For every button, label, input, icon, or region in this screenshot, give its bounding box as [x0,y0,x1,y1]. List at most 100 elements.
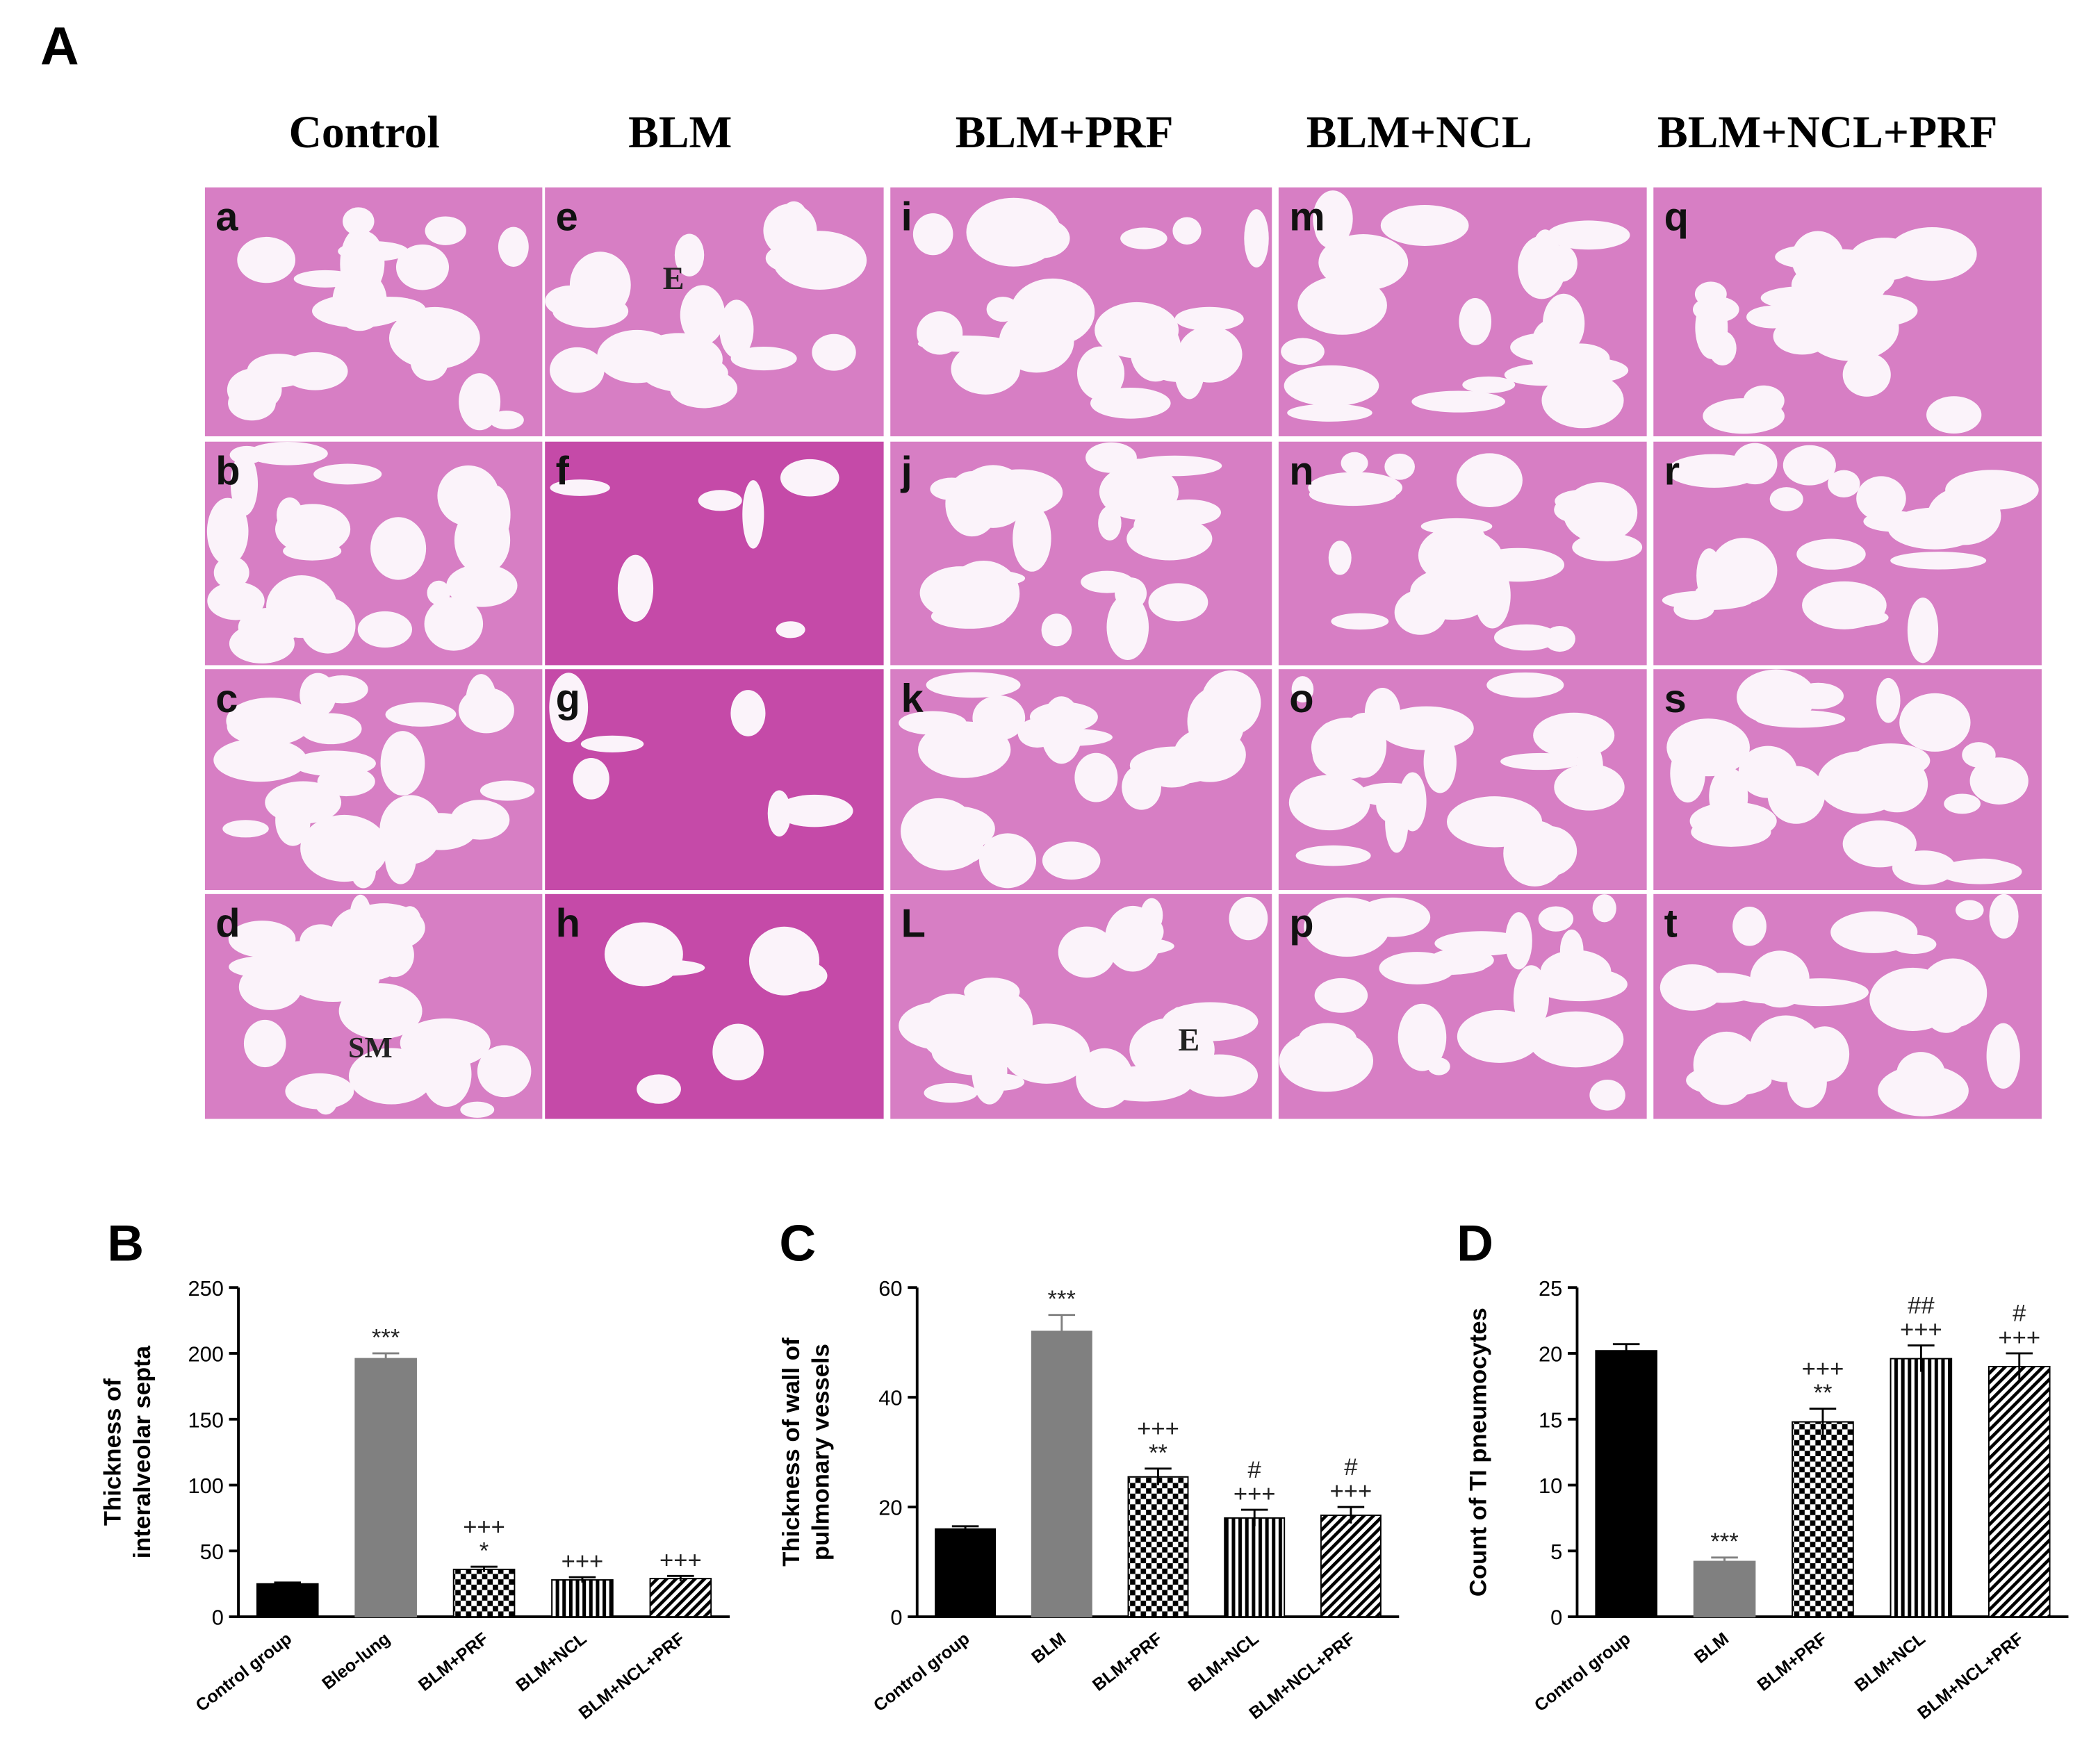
micrograph-space [243,1019,286,1068]
x-tick-label: BLM+NCL [1185,1629,1263,1695]
micrograph-space [1174,338,1205,399]
y-tick-label: 25 [1539,1276,1562,1301]
micrograph [890,187,1272,437]
micrograph-space [951,343,1021,395]
micrograph [1653,893,2042,1119]
micrograph [204,893,543,1119]
micrograph-space [1379,706,1474,750]
y-tick-label: 10 [1539,1474,1562,1498]
error-bar [1240,1508,1268,1526]
significance-mark: +++ [562,1549,604,1575]
micrograph-space [477,1045,532,1098]
bar [1320,1515,1382,1618]
micrograph [204,669,543,891]
micrograph-space [1462,376,1516,393]
micrograph-space [1547,220,1630,250]
micrograph [1653,669,2042,891]
y-tick-label: 250 [188,1276,223,1301]
micrograph [890,893,1272,1119]
micrograph-space [338,983,423,1039]
micrograph-space [1201,670,1261,735]
micrograph-space [1732,906,1767,946]
micrograph-space [1173,727,1246,782]
x-tick-label: BLM [1028,1629,1070,1667]
micrograph-space [1457,1009,1541,1063]
micrograph-space [1851,743,1931,778]
column-header: Control [289,108,440,158]
micrograph-space [1314,978,1368,1013]
micrograph-space [489,411,524,430]
micrograph-space [1244,209,1269,267]
x-tick-label: BLM+NCL [1851,1629,1929,1695]
subpanel-letter: a [215,195,238,239]
micrograph-space [1989,893,2019,939]
micrograph-space [1174,306,1244,331]
micrograph-space [1540,950,1612,994]
micrograph-space [926,672,1021,698]
micrograph-space [617,554,654,622]
micrograph-space [1891,934,1937,955]
micrograph-space [460,1101,495,1118]
micrograph-space [1796,538,1866,570]
micrograph-space [972,695,1026,741]
micrograph-space [924,1082,978,1103]
error-bar [951,1525,979,1532]
micrograph-space [1229,896,1268,941]
image-label: E [663,261,685,296]
subpanel-letter: p [1289,901,1313,946]
micrograph-space [580,735,644,752]
y-axis-label: Count of TI pneumocytes [1465,1308,1491,1597]
error-bar [470,1565,498,1572]
subpanel-letter: q [1664,195,1689,239]
micrograph-space [641,354,728,393]
micrograph-space [674,233,705,277]
column-header: BLM [628,108,732,158]
bar [1693,1560,1756,1618]
micrograph-space [1281,338,1325,365]
micrograph-space [274,504,351,554]
micrograph [1278,441,1647,666]
significance-mark: ** [1813,1380,1832,1406]
y-tick-label: 0 [212,1606,224,1630]
micrograph-space [1172,217,1202,245]
micrograph-space [316,675,368,704]
x-tick-label: BLM+PRF [1753,1629,1830,1695]
micrograph-space [424,597,484,651]
micrograph-space [1533,712,1615,758]
micrograph-space [229,956,297,978]
subpanel-letter: i [901,195,912,239]
micrograph-space [776,621,805,638]
micrograph-space [1328,541,1352,575]
subpanel-letter: j [901,449,912,493]
micrograph-space [1130,318,1181,382]
micrograph-space [247,354,310,388]
subpanel-letter: e [556,195,578,239]
y-axis-label: Thickness of [100,1378,126,1526]
micrograph-space [944,994,972,1023]
subpanel-letter: r [1664,449,1680,493]
micrograph-space [380,731,425,796]
micrograph-space [1856,476,1906,521]
subpanel-letter: c [215,677,238,721]
micrograph-space [285,1073,354,1110]
micrograph-space [712,1023,764,1081]
micrograph-space [999,310,1074,373]
micrograph-space [1041,613,1072,647]
micrograph [204,441,543,666]
subpanel-letter: t [1664,901,1678,946]
micrograph-space [1085,442,1137,473]
micrograph [545,669,884,891]
micrograph-space [947,560,1020,627]
micrograph-space [466,674,497,729]
micrograph-space [780,459,839,497]
micrograph-space [1099,464,1179,520]
subpanel-letter: g [556,677,580,721]
subpanel-letter: b [215,449,240,493]
y-tick-label: 0 [1550,1606,1562,1630]
micrograph-space [730,346,797,371]
micrograph-space [1398,1003,1447,1071]
micrograph-space [1411,390,1506,413]
micrograph-space [1312,727,1379,780]
micrograph-space [1042,841,1101,880]
micrograph-space [454,506,511,575]
